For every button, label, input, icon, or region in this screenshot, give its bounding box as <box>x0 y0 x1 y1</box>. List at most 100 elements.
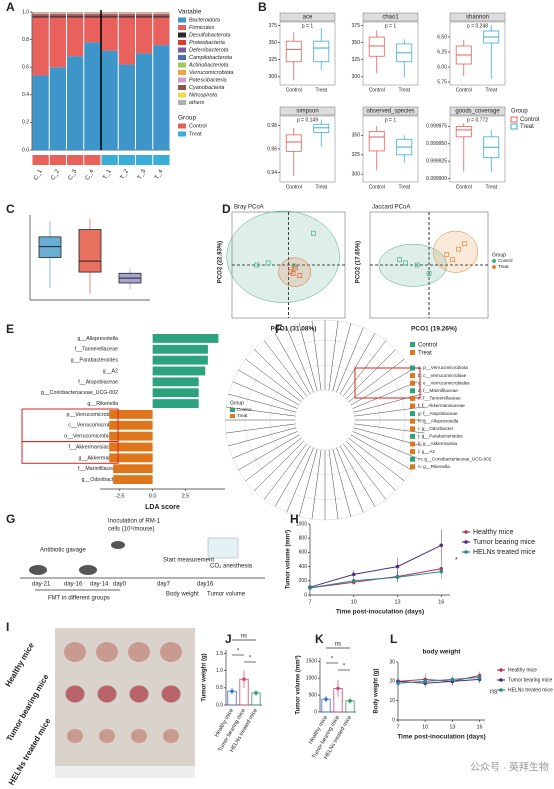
legend-label: Cyanobacteria <box>189 85 224 91</box>
clade-branch <box>298 448 318 517</box>
bar-segment <box>84 16 101 18</box>
clade-branch <box>238 369 300 406</box>
bar-segment <box>153 13 170 15</box>
x-tick-label: 10 <box>422 724 428 730</box>
x-tick-label: Control <box>369 87 385 93</box>
category-label: f__Atopobiaceae <box>78 379 118 385</box>
y-tick-label: 500 <box>309 692 318 698</box>
legend-label: Tumor bearing mice <box>508 677 552 683</box>
box <box>313 123 330 133</box>
bar-segment <box>67 13 84 15</box>
legend-swatch <box>178 131 186 137</box>
group-strip <box>84 155 101 165</box>
y-tick-label: 800 <box>299 536 308 542</box>
significance-label: * <box>331 657 334 663</box>
x-axis-label: LDA score <box>145 504 180 511</box>
legend-label: l: g__A2 <box>418 449 435 454</box>
x-tick-label: 0.0 <box>149 493 157 499</box>
y-tick-label: 1.0 <box>22 9 29 15</box>
bar-segment <box>118 14 135 16</box>
category-label: g__Coriobacteriaceae_UCG-002 <box>41 390 118 396</box>
legend-label: k: g__Akkermansia <box>418 441 458 446</box>
group-strip <box>32 155 49 165</box>
group-strip <box>67 155 84 165</box>
x-tick-label: Control <box>286 184 302 190</box>
y-tick-label: 0.4 <box>22 92 29 98</box>
legend-label: Actinobacteriota <box>188 62 228 68</box>
legend-swatch <box>178 40 186 45</box>
point <box>423 679 427 684</box>
inoculation: Inoculation of RM-1 <box>108 519 161 525</box>
x-tick-label: C_1 <box>33 168 44 181</box>
legend-swatch <box>410 418 415 424</box>
clade-branch <box>286 327 314 393</box>
clade-branch <box>274 445 311 507</box>
category-label: g__A2 <box>103 368 118 374</box>
group-strip <box>136 155 153 165</box>
legend-label: Control <box>520 117 539 123</box>
day-label: day7 <box>157 582 171 588</box>
highlight-box <box>21 441 119 464</box>
legend-label: e: f__Tannerellaceae <box>418 396 461 401</box>
gavage: Antibiotic gavage <box>40 548 86 554</box>
legend-label: Healthy mice <box>508 667 537 673</box>
annotation: p = 1 <box>385 117 396 123</box>
annotation: * <box>455 557 458 564</box>
y-tick-label: 1500 <box>306 659 317 665</box>
legend-label: Treat <box>520 124 534 130</box>
bar <box>152 366 206 376</box>
group-strip <box>153 155 170 165</box>
legend-label: g: f__Atopobiaceae <box>418 411 458 416</box>
x-axis-label: PCO1 (31.08%) <box>271 326 317 333</box>
annotation: p = 1 <box>302 23 313 29</box>
legend-swatch <box>510 123 518 130</box>
category-label: o__Verrucomicrobiales <box>64 434 118 440</box>
legend-swatch <box>410 449 415 455</box>
point <box>351 572 356 577</box>
schematic: Antibiotic gavage Inoculation of RM-1 ce… <box>20 519 265 602</box>
legend-label: m: g__Coriobacteriaceae_UCG-002 <box>418 456 492 461</box>
y-tick-label: 0 <box>314 709 317 715</box>
legend-swatch <box>492 265 496 269</box>
title-strip <box>362 12 419 22</box>
box <box>368 131 385 152</box>
point <box>414 262 420 268</box>
legend-swatch <box>410 403 415 409</box>
legend-swatch <box>178 62 186 68</box>
point <box>395 575 400 580</box>
clade-branch <box>311 320 322 391</box>
y-tick-label: 600 <box>299 550 308 556</box>
x-tick-label: T_1 <box>102 168 113 181</box>
bar-segment <box>32 13 49 15</box>
bar-segment <box>32 17 49 76</box>
bar-segment <box>67 15 84 17</box>
y-tick-label: 0.999925 <box>426 158 447 164</box>
measure-label: Tumor volume <box>207 592 246 598</box>
legend-swatch <box>178 85 186 90</box>
legend-label: j: g__Parabacteroides <box>417 434 463 439</box>
legend-label: Control <box>418 343 437 349</box>
group-strip <box>101 155 118 165</box>
x-tick-label: Control <box>369 184 385 190</box>
point <box>439 569 444 574</box>
clade-branch <box>336 447 364 513</box>
point <box>311 230 316 236</box>
x-tick-label: 10 <box>351 599 357 605</box>
legend-label: Treat <box>189 131 202 137</box>
significance-label: * <box>237 649 240 655</box>
legend-label: Verrucomicrobiota <box>189 70 233 76</box>
point <box>336 686 340 691</box>
legend-label: Treat <box>498 264 509 269</box>
chart-title: chao1 <box>382 15 399 21</box>
line <box>309 544 442 588</box>
panel-label: F <box>275 322 282 336</box>
tumor <box>96 642 118 662</box>
clade-branch <box>245 358 302 402</box>
legend-title: Group <box>511 109 528 115</box>
x-tick-label: T_3 <box>137 168 148 181</box>
legend-swatch <box>410 456 415 462</box>
tumor <box>128 642 150 662</box>
y-tick-label: 300 <box>352 172 361 178</box>
anesthesia: CO₂ anesthesia <box>210 564 253 570</box>
bar-segment <box>49 16 66 18</box>
